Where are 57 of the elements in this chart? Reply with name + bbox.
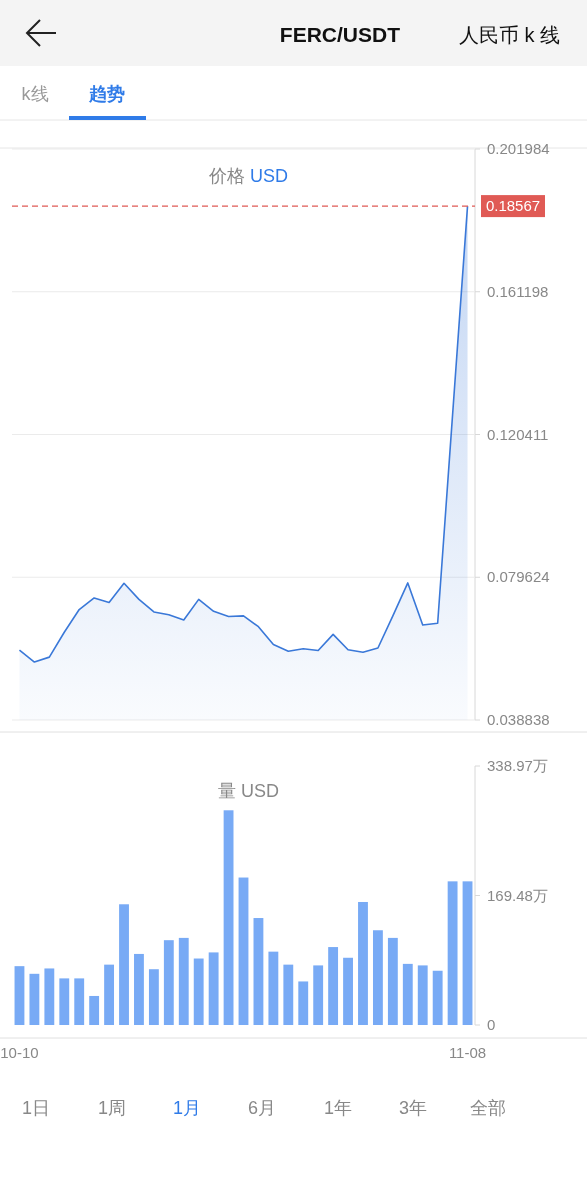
text: 趋势 [88, 84, 125, 104]
bar [343, 957, 353, 1025]
text: 1日 [21, 1098, 51, 1118]
bar [283, 964, 294, 1025]
bar [298, 981, 309, 1025]
bar [358, 901, 368, 1025]
bar [313, 965, 324, 1025]
y-tick-label: 0 [487, 1016, 496, 1033]
bar [238, 877, 249, 1025]
bar [59, 978, 70, 1025]
y-tick-label: 169.48万 [487, 886, 548, 904]
y-tick-label: 338.97万 [487, 757, 548, 774]
text: k线 [21, 84, 49, 104]
bar [119, 904, 129, 1025]
text: 1年 [323, 1098, 353, 1118]
y-tick-label: 0.038838 [487, 711, 550, 728]
x-tick-label: 11-08 [448, 1044, 487, 1061]
text: FERC/USDT [279, 23, 401, 46]
bar [89, 995, 100, 1025]
bar [134, 953, 144, 1025]
text: 3年 [398, 1098, 428, 1118]
y-tick-label: 0.201984 [487, 140, 550, 157]
y-tick-label: 0.120411 [487, 425, 549, 443]
x-tick-label: 10-10 [0, 1044, 39, 1061]
text: USD [241, 781, 280, 801]
bar [372, 930, 383, 1025]
bar [193, 958, 204, 1025]
bar [462, 881, 473, 1025]
text: 人民币 k 线 [458, 24, 560, 46]
y-tick-label: 0.079624 [487, 568, 550, 586]
bar [402, 963, 413, 1025]
text: 量 [217, 781, 241, 801]
text: 全部 [470, 1098, 506, 1118]
ref-line-label: 0.18567 [485, 197, 541, 215]
bar [328, 947, 339, 1025]
bar [268, 951, 279, 1025]
bar [387, 937, 398, 1025]
bar [178, 937, 189, 1025]
bar [29, 973, 40, 1025]
bar [447, 881, 458, 1025]
bar [223, 810, 234, 1025]
text: 价格 [207, 166, 250, 186]
bar [44, 968, 55, 1025]
bar [104, 964, 115, 1025]
y-tick-label: 0.161198 [487, 282, 549, 300]
text: 1月 [172, 1098, 202, 1118]
text: 1周 [97, 1098, 127, 1118]
bar [148, 969, 159, 1025]
text: USD [250, 166, 289, 186]
bar [253, 918, 264, 1025]
bar [14, 966, 25, 1025]
text: 6月 [247, 1098, 277, 1118]
bar [74, 978, 85, 1025]
bar [432, 970, 443, 1025]
bar [208, 952, 219, 1025]
bar [417, 965, 428, 1025]
bar [163, 940, 174, 1025]
